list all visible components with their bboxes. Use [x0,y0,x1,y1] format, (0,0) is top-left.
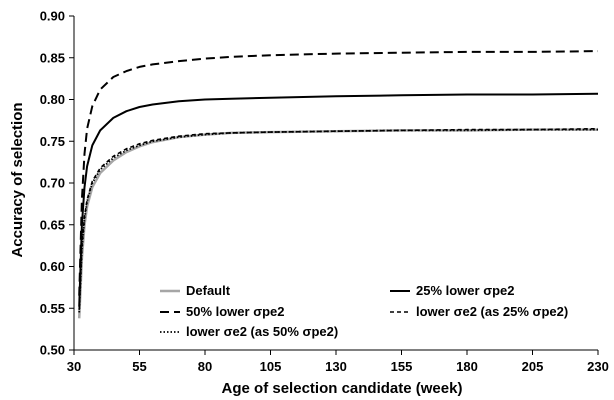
x-tick-label: 205 [522,359,544,374]
series-line-2 [78,50,599,296]
legend-label-1: 25% lower σpe2 [416,283,515,298]
y-tick-label: 0.50 [40,343,65,358]
y-tick-label: 0.60 [40,259,65,274]
x-axis-title: Age of selection candidate (week) [222,380,463,397]
y-tick-label: 0.70 [40,176,65,191]
x-tick-label: 80 [198,359,212,374]
y-tick-label: 0.55 [40,301,65,316]
legend-label-0: Default [186,283,231,298]
series-line-4 [78,128,598,313]
series-line-1 [78,92,599,307]
y-tick-label: 0.85 [40,50,65,65]
x-tick-label: 155 [391,359,413,374]
x-tick-label: 30 [67,359,81,374]
legend-label-2: 50% lower σpe2 [186,304,285,319]
y-tick-label: 0.90 [40,9,65,24]
legend-label-3: lower σe2 (as 25% σpe2) [416,304,568,319]
legend: Default 25% lower σpe2 50% lower σpe2 lower… [160,283,568,339]
y-tick-label: 0.65 [40,217,65,232]
x-tick-label: 130 [325,359,347,374]
series-line-0 [77,128,598,319]
x-tick-label: 180 [456,359,478,374]
x-tick-label: 105 [260,359,282,374]
x-tick-label: 55 [132,359,146,374]
plot-area [73,16,598,351]
series-line-3 [78,127,599,310]
y-tick-label: 0.80 [40,92,65,107]
series-lines [77,50,599,319]
x-tick-label: 230 [587,359,609,374]
y-tick-label: 0.75 [40,134,65,149]
y-axis-ticks: 0.50 0.55 0.60 0.65 0.70 0.75 0.80 0.85 0.90 [40,9,74,358]
y-axis-title: Accuracy of selection [9,102,26,257]
legend-label-4: lower σe2 (as 50% σpe2) [186,324,338,339]
x-axis-ticks: 30 55 80 105 130 155 180 205 230 [67,350,609,374]
